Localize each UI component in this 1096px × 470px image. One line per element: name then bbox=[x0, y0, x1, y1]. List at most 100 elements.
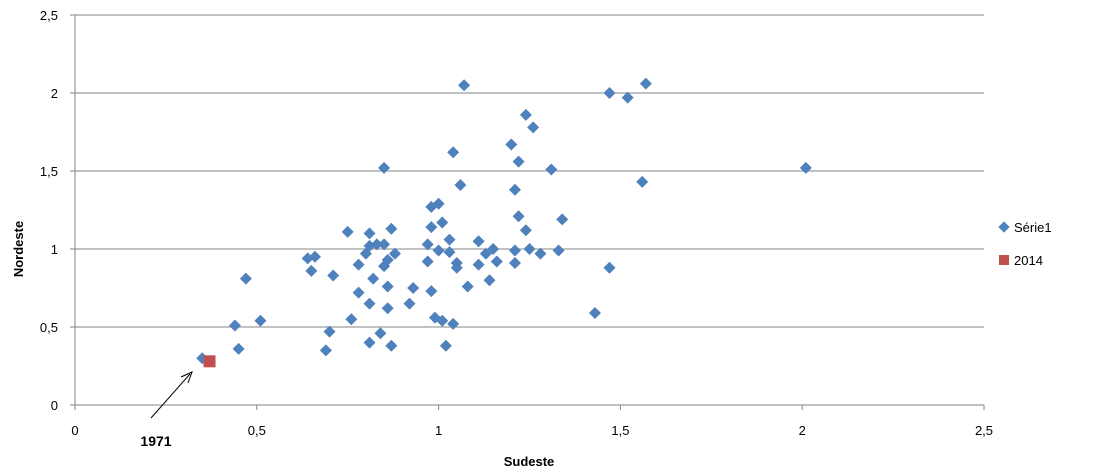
data-point-diamond bbox=[508, 183, 521, 196]
data-point-diamond bbox=[341, 225, 354, 238]
data-point-diamond bbox=[603, 87, 616, 99]
data-point-diamond bbox=[228, 319, 241, 332]
y-tick-label: 0,5 bbox=[40, 320, 58, 335]
annotation-label: 1971 bbox=[140, 433, 171, 449]
data-point-diamond bbox=[232, 342, 245, 355]
x-tick-label: 1,5 bbox=[611, 423, 629, 438]
data-point-diamond bbox=[421, 238, 434, 251]
data-point-diamond bbox=[308, 250, 321, 263]
axes bbox=[70, 14, 985, 410]
y-tick-label: 0 bbox=[51, 398, 58, 413]
data-point-diamond bbox=[490, 255, 503, 268]
data-point-diamond bbox=[534, 247, 547, 260]
data-point-diamond bbox=[527, 121, 540, 134]
data-point-diamond bbox=[443, 246, 456, 259]
legend-marker-2014 bbox=[999, 255, 1009, 265]
data-point-diamond bbox=[425, 285, 438, 298]
data-point-diamond bbox=[639, 77, 652, 90]
data-point-diamond bbox=[508, 244, 521, 257]
data-point-diamond bbox=[345, 313, 358, 326]
data-point-diamond bbox=[458, 79, 471, 92]
data-point-diamond bbox=[352, 258, 365, 271]
data-point-diamond bbox=[385, 339, 398, 352]
data-point-diamond bbox=[378, 238, 391, 251]
data-point-diamond bbox=[385, 222, 398, 235]
data-point-diamond bbox=[352, 286, 365, 299]
data-point-diamond bbox=[363, 336, 376, 349]
data-point-diamond bbox=[381, 302, 394, 315]
data-point-diamond bbox=[519, 224, 532, 237]
data-point-diamond bbox=[323, 325, 336, 338]
data-point-diamond bbox=[363, 297, 376, 310]
series-1 bbox=[203, 355, 216, 368]
data-point-diamond bbox=[512, 155, 525, 168]
data-point-diamond bbox=[432, 197, 445, 210]
data-point-diamond bbox=[523, 243, 536, 255]
legend: Série1 2014 bbox=[998, 220, 1052, 268]
x-tick-label: 2 bbox=[799, 423, 806, 438]
data-point-diamond bbox=[447, 146, 460, 159]
data-point-diamond bbox=[487, 243, 500, 255]
data-point-diamond bbox=[381, 253, 394, 266]
data-point-diamond bbox=[421, 255, 434, 268]
data-point-diamond bbox=[436, 216, 449, 229]
gridlines bbox=[75, 14, 984, 328]
y-tick-label: 2 bbox=[51, 86, 58, 101]
data-point-diamond bbox=[370, 238, 383, 251]
data-point-diamond bbox=[254, 314, 267, 327]
data-point-diamond bbox=[603, 261, 616, 274]
data-point-diamond bbox=[636, 175, 649, 188]
data-point-diamond bbox=[588, 306, 601, 319]
data-points bbox=[196, 77, 812, 368]
legend-marker-serie1 bbox=[998, 221, 1010, 233]
data-point-diamond bbox=[319, 344, 332, 357]
y-tick-label: 2,5 bbox=[40, 8, 58, 23]
data-point-diamond bbox=[461, 280, 474, 293]
data-point-diamond bbox=[378, 161, 391, 174]
data-point-diamond bbox=[450, 261, 463, 274]
x-axis-title: Sudeste bbox=[504, 454, 555, 469]
data-point-diamond bbox=[545, 163, 558, 176]
x-tick-label: 0 bbox=[71, 423, 78, 438]
tick-labels: 0 0,5 1 1,5 2 2,5 0 0,5 1 1,5 2 2,5 bbox=[40, 8, 993, 438]
data-point-diamond bbox=[374, 327, 387, 340]
data-point-diamond bbox=[483, 274, 496, 287]
data-point-diamond bbox=[505, 138, 518, 151]
data-point-diamond bbox=[425, 221, 438, 234]
series-0 bbox=[196, 77, 812, 365]
data-point-diamond bbox=[519, 108, 532, 121]
data-point-diamond bbox=[239, 272, 252, 285]
data-point-diamond bbox=[443, 233, 456, 246]
data-point-diamond bbox=[381, 280, 394, 293]
data-point-diamond bbox=[327, 269, 340, 282]
data-point-diamond bbox=[447, 317, 460, 330]
legend-label-2014: 2014 bbox=[1014, 253, 1043, 268]
data-point-diamond bbox=[621, 91, 634, 104]
x-tick-label: 2,5 bbox=[975, 423, 993, 438]
data-point-diamond bbox=[799, 161, 812, 174]
legend-item-2014: 2014 bbox=[999, 253, 1043, 268]
data-point-diamond bbox=[436, 314, 449, 327]
data-point-diamond bbox=[472, 235, 485, 248]
x-tick-label: 1 bbox=[435, 423, 442, 438]
y-tick-label: 1 bbox=[51, 242, 58, 257]
data-point-diamond bbox=[403, 297, 416, 310]
data-point-diamond bbox=[454, 179, 467, 192]
data-point-diamond bbox=[472, 258, 485, 271]
data-point-diamond bbox=[367, 272, 380, 285]
data-point-diamond bbox=[407, 282, 420, 294]
data-point-diamond bbox=[305, 264, 318, 277]
data-point-diamond bbox=[508, 257, 521, 270]
legend-label-serie1: Série1 bbox=[1014, 220, 1052, 235]
data-point-diamond bbox=[432, 244, 445, 257]
legend-item-serie1: Série1 bbox=[998, 220, 1052, 235]
data-point-diamond bbox=[439, 339, 452, 352]
x-tick-label: 0,5 bbox=[248, 423, 266, 438]
annotation-arrow-line bbox=[150, 373, 191, 419]
annotation: 1971 bbox=[140, 371, 193, 449]
data-point-diamond bbox=[512, 210, 525, 223]
data-point-diamond bbox=[388, 247, 401, 260]
data-point-diamond bbox=[556, 213, 569, 226]
annotation-arrow-head bbox=[180, 371, 193, 384]
